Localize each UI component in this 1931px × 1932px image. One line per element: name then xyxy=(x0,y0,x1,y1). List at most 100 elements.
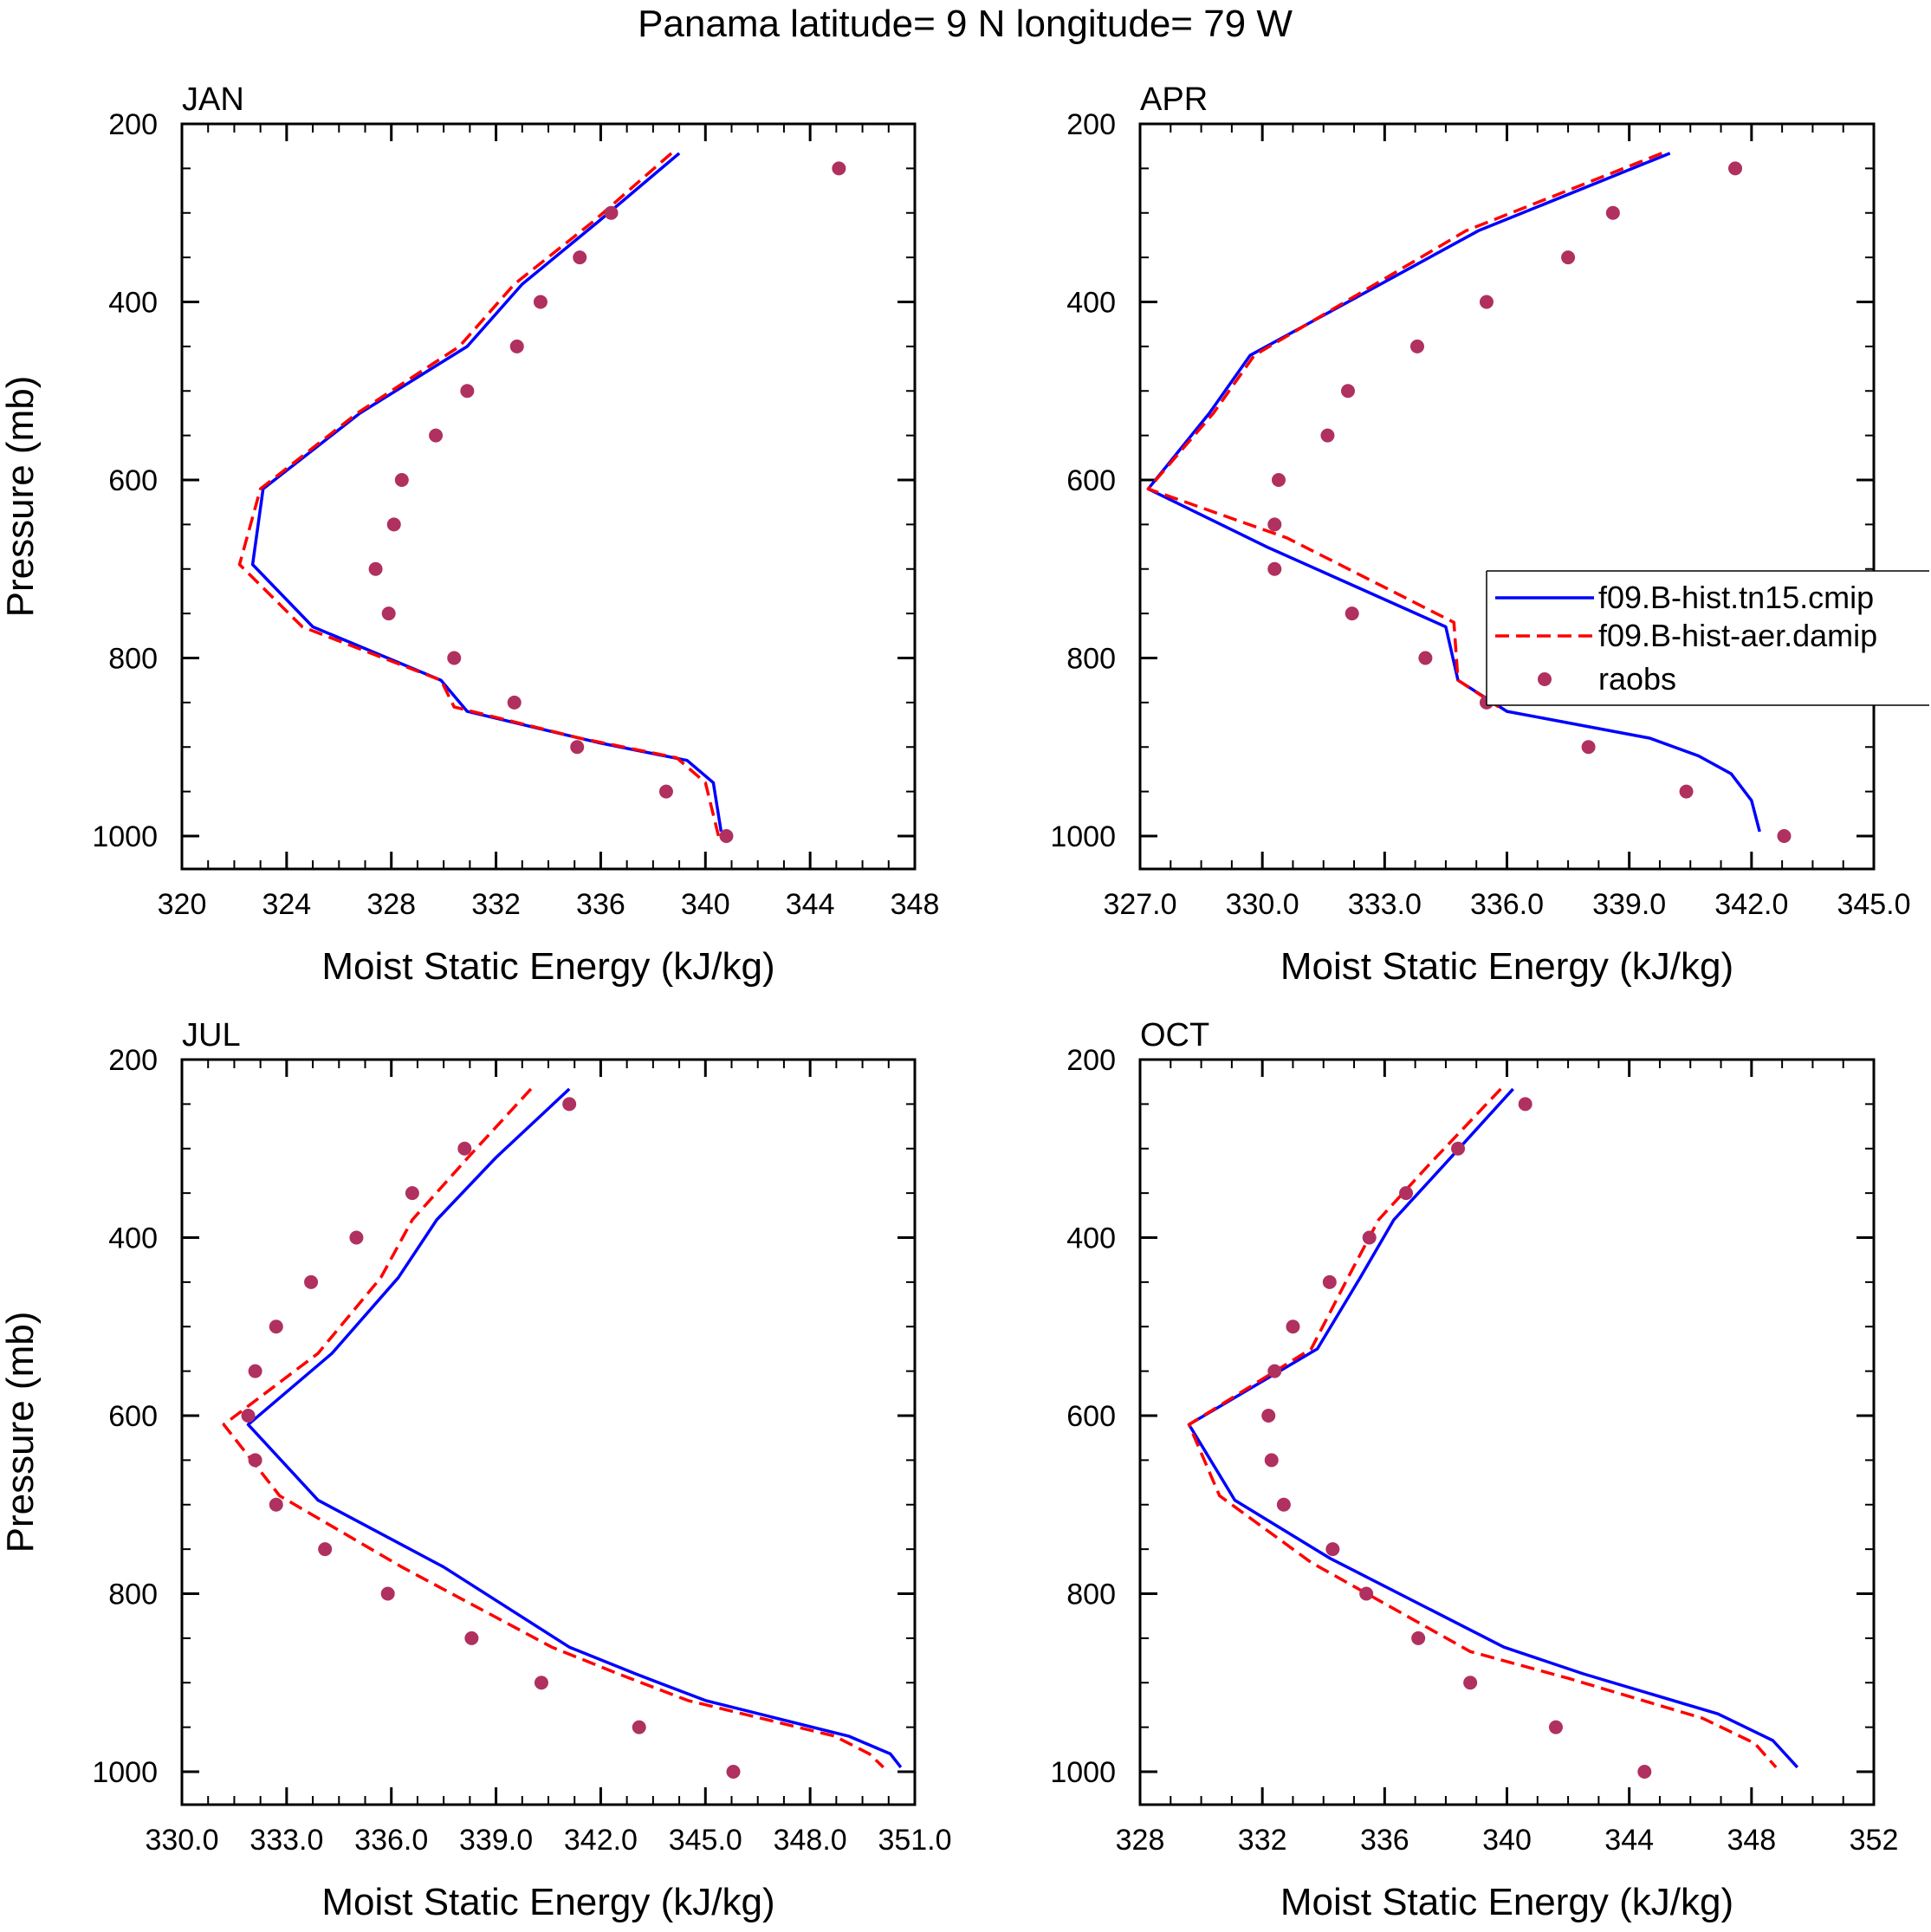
figure-title: Panama latitude= 9 N longitude= 79 W xyxy=(638,3,1293,45)
x-tick-label: 333.0 xyxy=(1348,888,1422,921)
y-tick-label: 200 xyxy=(1066,1044,1116,1077)
raobs-point xyxy=(394,473,409,487)
plot-frame xyxy=(1138,122,1876,871)
raobs-point xyxy=(1362,1230,1377,1245)
raobs-point xyxy=(269,1497,283,1512)
raobs-point xyxy=(429,428,444,443)
x-tick-label: 345.0 xyxy=(669,1824,742,1857)
x-tick-label: 333.0 xyxy=(249,1824,323,1857)
raobs-point xyxy=(1359,1586,1374,1601)
raobs-point xyxy=(604,205,619,220)
x-tick-label: 332 xyxy=(1238,1824,1287,1857)
panel-oct: OCT 328 332 336 340 344 348 352 200 400 600 800 1000… xyxy=(1050,1017,1898,1923)
panel-title: JUL xyxy=(182,1017,241,1054)
x-axis-label: Moist Static Energy (kJ/kg) xyxy=(1280,1881,1733,1923)
x-tick-label: 336 xyxy=(576,888,625,921)
plot-frame xyxy=(180,1058,917,1806)
raobs-point xyxy=(1267,561,1282,576)
y-tick-label: 200 xyxy=(1066,108,1116,141)
raobs-point xyxy=(1271,473,1286,487)
x-tick-label: 336 xyxy=(1360,1824,1409,1857)
x-tick-label: 330.0 xyxy=(145,1824,218,1857)
raobs-point xyxy=(457,1141,472,1156)
x-tick-label: 320 xyxy=(158,888,207,921)
x-tick-label: 340 xyxy=(681,888,730,921)
series-line-cmip xyxy=(250,152,723,833)
raobs-point xyxy=(1728,161,1743,176)
x-tick-label: 340 xyxy=(1482,1824,1532,1857)
raobs-point xyxy=(632,1720,646,1734)
y-tick-label: 200 xyxy=(108,1044,158,1077)
raobs-point xyxy=(1267,1364,1282,1378)
x-tick-label: 344 xyxy=(786,888,835,921)
raobs-point xyxy=(1679,784,1694,799)
x-axis-label: Moist Static Energy (kJ/kg) xyxy=(1280,945,1733,988)
legend-box xyxy=(1487,571,1929,705)
legend-label: f09.B-hist-aer.damip xyxy=(1598,618,1877,653)
raobs-point xyxy=(1451,1141,1466,1156)
x-tick-label: 344 xyxy=(1604,1824,1654,1857)
panel-title: JAN xyxy=(182,81,244,118)
series-line-cmip xyxy=(1146,152,1761,833)
raobs-point xyxy=(1320,428,1335,443)
raobs-point xyxy=(832,161,846,176)
raobs-point xyxy=(460,384,475,399)
raobs-point xyxy=(1777,829,1792,843)
series-line-cmip xyxy=(1187,1087,1799,1769)
x-tick-label: 342.0 xyxy=(1714,888,1788,921)
y-tick-label: 600 xyxy=(108,1400,158,1433)
x-tick-label: 328 xyxy=(1116,1824,1165,1857)
raobs-point xyxy=(248,1453,262,1468)
raobs-point xyxy=(1463,1676,1478,1690)
raobs-point xyxy=(1581,740,1596,755)
raobs-point xyxy=(1605,205,1620,220)
y-tick-label: 1000 xyxy=(1050,1756,1116,1789)
raobs-point xyxy=(1276,1497,1291,1512)
raobs-point xyxy=(1264,1453,1279,1468)
raobs-point xyxy=(1267,517,1282,532)
raobs-point xyxy=(509,339,524,353)
x-tick-label: 327.0 xyxy=(1103,888,1176,921)
x-tick-label: 336.0 xyxy=(354,1824,428,1857)
raobs-point xyxy=(1261,1409,1276,1423)
raobs-point xyxy=(533,295,548,309)
raobs-point xyxy=(381,606,396,621)
legend-swatch-marker xyxy=(1538,672,1552,686)
raobs-point xyxy=(1409,339,1424,353)
x-tick-label: 348 xyxy=(891,888,940,921)
legend-label: f09.B-hist.tn15.cmip xyxy=(1598,580,1874,615)
raobs-point xyxy=(1561,250,1576,265)
y-tick-label: 200 xyxy=(108,108,158,141)
panel-title: APR xyxy=(1140,81,1208,118)
raobs-point xyxy=(573,250,587,265)
x-tick-label: 342.0 xyxy=(564,1824,638,1857)
x-tick-label: 330.0 xyxy=(1226,888,1299,921)
raobs-point xyxy=(386,517,401,532)
series-line-damip xyxy=(1187,1087,1778,1769)
raobs-point xyxy=(1411,1631,1426,1645)
raobs-point xyxy=(304,1274,319,1289)
x-tick-label: 332 xyxy=(471,888,521,921)
raobs-point xyxy=(1325,1542,1340,1557)
raobs-point xyxy=(1399,1186,1414,1201)
y-tick-label: 400 xyxy=(1066,1222,1116,1255)
raobs-point xyxy=(380,1586,395,1601)
raobs-point xyxy=(318,1542,333,1557)
raobs-point xyxy=(507,695,522,710)
y-tick-label: 600 xyxy=(108,464,158,497)
y-axis-label: Pressure (mb) xyxy=(0,1312,42,1553)
x-tick-label: 336.0 xyxy=(1470,888,1544,921)
series-line-damip xyxy=(222,1087,885,1769)
y-tick-label: 1000 xyxy=(92,820,158,853)
y-tick-label: 600 xyxy=(1066,464,1116,497)
raobs-point xyxy=(1637,1765,1652,1779)
raobs-point xyxy=(658,784,673,799)
x-tick-label: 345.0 xyxy=(1837,888,1910,921)
raobs-point xyxy=(719,829,734,843)
x-tick-label: 352 xyxy=(1850,1824,1899,1857)
panel-jan: JAN 320 324 328 332 336 340 344 348 200 400 600 800 1… xyxy=(0,81,939,988)
raobs-point xyxy=(447,651,462,665)
y-tick-label: 1000 xyxy=(1050,820,1116,853)
panel-apr: APR 327.0 330.0 333.0 336.0 339.0 342.0 345.0 20… xyxy=(1050,81,1910,988)
